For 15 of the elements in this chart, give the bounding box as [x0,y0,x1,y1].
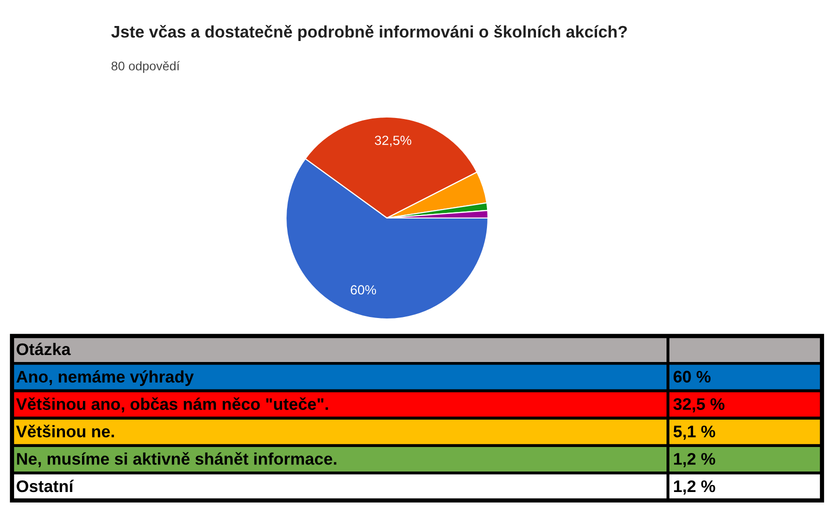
text: 32,5 % [673,398,724,412]
text: Ne, musíme si aktivně shánět informace. [17,452,336,468]
text: 80 odpovědí [112,61,180,73]
text: 1,2 % [674,452,716,468]
text: Otázka [16,342,71,356]
data-label: 32,5% [374,136,412,147]
text: 1,2 % [674,480,716,495]
text: 60 % [674,370,711,383]
text: Většinou ne. [16,424,114,438]
text: Ostatní [16,480,74,492]
text: Většinou ano, občas nám něco "uteče". [16,397,328,412]
chart-title: Jste včas a dostatečně podrobně informováni o školních akcích? [111,25,627,41]
data-label: 60% [350,285,376,295]
text: Ano, nemáme výhrady [16,370,194,386]
text: 5,1 % [674,426,716,440]
